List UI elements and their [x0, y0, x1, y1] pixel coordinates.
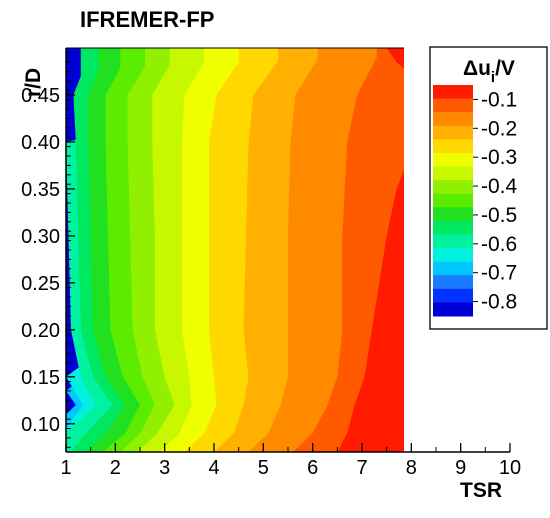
- legend-swatch: [433, 207, 473, 222]
- legend-swatch: [433, 220, 473, 235]
- legend-swatch: [433, 234, 473, 249]
- x-tick-label: 6: [307, 457, 318, 479]
- y-tick-label: 0.30: [21, 226, 60, 248]
- x-tick-label: 9: [455, 457, 466, 479]
- legend-swatch: [433, 85, 473, 100]
- legend-swatch: [433, 139, 473, 154]
- x-tick-label: 3: [159, 457, 170, 479]
- chart-title: IFREMER-FP: [80, 7, 214, 32]
- x-tick-label: 5: [258, 457, 269, 479]
- legend-tick-label: -0.6: [481, 233, 517, 256]
- y-tick-label: 0.45: [21, 85, 60, 107]
- y-tick-label: 0.25: [21, 273, 60, 295]
- legend-swatch: [433, 288, 473, 303]
- legend-tick-label: -0.1: [481, 88, 517, 111]
- legend-swatch: [433, 98, 473, 113]
- legend-swatch: [433, 152, 473, 168]
- x-tick-label: 1: [60, 457, 71, 479]
- y-tick-label: 0.20: [21, 320, 60, 342]
- legend-tick-label: -0.4: [481, 175, 518, 198]
- x-tick-label: 7: [356, 457, 367, 479]
- legend-swatch: [433, 125, 473, 140]
- y-axis-label: r/D: [22, 68, 45, 97]
- legend-tick-label: -0.7: [481, 262, 517, 285]
- legend-title: Δui/V: [463, 57, 515, 86]
- legend-swatch: [433, 180, 473, 195]
- legend-tick-label: -0.8: [481, 291, 517, 314]
- legend-swatch: [433, 112, 473, 127]
- legend-swatches: [433, 85, 473, 317]
- legend-tick-label: -0.5: [481, 204, 517, 227]
- plot-axes: 1 2 3 4 5 6 7 8 9 10 0.10 0.15 0.20 0.25 0.30 0.35 0.40 0…: [21, 47, 521, 479]
- contour-fill: [66, 48, 404, 452]
- legend-tick-label: -0.3: [481, 146, 517, 169]
- legend-ticks: -0.1 -0.2 -0.3 -0.4 -0.5 -0.6 -0.7 -0.8: [473, 88, 518, 314]
- legend: Δui/V -0.1 -0.2 -0.3 -0.4 -0.5 -0.6 -0.7 -0.8: [429, 46, 548, 330]
- contour-band: [337, 48, 404, 452]
- legend-swatch: [433, 302, 473, 317]
- x-axis-label: TSR: [460, 479, 502, 502]
- legend-tick-label: -0.2: [481, 117, 517, 140]
- x-tick-label: 8: [406, 457, 417, 479]
- x-tick-label: 4: [208, 457, 219, 479]
- y-tick-label: 0.15: [21, 367, 60, 389]
- y-tick-label: 0.35: [21, 179, 60, 201]
- y-tick-label: 0.40: [21, 132, 60, 154]
- x-tick-label: 10: [499, 457, 521, 479]
- y-tick-label: 0.10: [21, 414, 60, 436]
- legend-swatch: [433, 166, 473, 181]
- legend-swatch: [433, 193, 473, 208]
- x-tick-label: 2: [110, 457, 121, 479]
- legend-swatch: [433, 275, 473, 290]
- contour-band: [386, 48, 404, 69]
- legend-swatch: [433, 261, 473, 276]
- legend-swatch: [433, 248, 473, 263]
